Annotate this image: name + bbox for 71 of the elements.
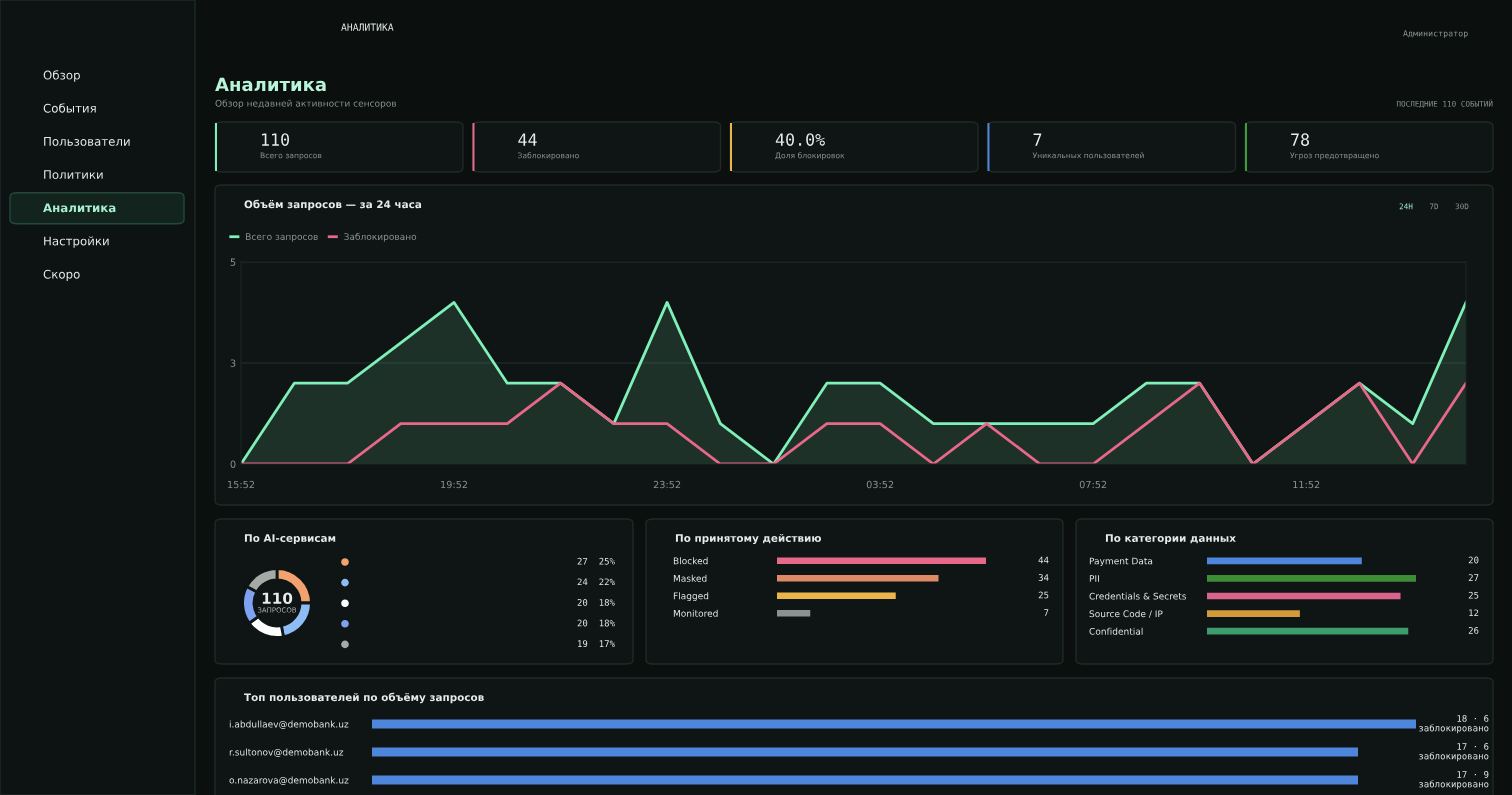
chart-title: По принятому действию	[675, 533, 822, 545]
data-label: 17 · 6 заблокировано	[1419, 743, 1489, 762]
data-label: 34	[1038, 574, 1049, 581]
data-label: 25	[1468, 591, 1479, 599]
data-label: 44	[1038, 556, 1049, 564]
text: 110	[262, 592, 293, 604]
bar	[777, 609, 811, 617]
text: 19 17%	[578, 640, 615, 648]
bar	[1207, 627, 1409, 635]
chart-title: Объём запросов — за 24 часа	[244, 199, 422, 211]
y-tick-label: Masked	[673, 574, 707, 582]
y-tick-label: Flagged	[673, 592, 709, 602]
data-label: 26	[1468, 627, 1479, 634]
data-label: 27	[1468, 574, 1479, 581]
text: Обзор недавней активности сенсоров	[215, 99, 397, 109]
text: Обзор	[43, 70, 80, 82]
legend-label: Всего запросов	[246, 233, 318, 242]
x-tick-label: 03:52	[866, 480, 894, 489]
data-label: 18 · 6 заблокировано	[1419, 715, 1489, 734]
text: АНАЛИТИКА	[341, 23, 394, 31]
y-tick-label: 0	[230, 460, 236, 468]
text: 20 18%	[577, 599, 615, 606]
text: 20 18%	[577, 619, 615, 627]
text: Политики	[44, 170, 103, 180]
bar	[1207, 557, 1362, 565]
text: 27 25%	[577, 557, 615, 565]
text: События	[43, 103, 96, 113]
text: Администратор	[1403, 30, 1468, 39]
bar	[1207, 575, 1416, 582]
y-tick-label: Source Code / IP	[1089, 610, 1163, 618]
text: 24 22%	[577, 578, 615, 586]
text: 7	[1033, 133, 1042, 146]
chart-title: Топ пользователей по объёму запросов	[244, 692, 484, 704]
x-tick-label: 11:52	[1293, 480, 1320, 489]
text: Пользователи	[44, 137, 130, 146]
bar	[777, 574, 939, 582]
y-tick-label: i.abdullaev@demobank.uz	[229, 720, 349, 729]
y-tick-label: 5	[230, 258, 236, 266]
bar	[1207, 592, 1401, 600]
x-tick-label: 23:52	[653, 480, 681, 489]
data-label: 20	[1468, 556, 1479, 564]
x-tick-label: 19:52	[441, 480, 468, 489]
bar	[777, 592, 896, 600]
y-tick-label: o.nazarova@demobank.uz	[229, 776, 349, 785]
text: 44	[518, 133, 537, 146]
text: Скоро	[43, 269, 80, 281]
y-tick-label: r.sultonov@demobank.uz	[229, 748, 344, 757]
y-tick-label: 3	[230, 359, 236, 367]
x-tick-label: 15:52	[228, 480, 255, 489]
y-tick-label: PII	[1089, 575, 1099, 582]
legend-label: Заблокировано	[344, 232, 417, 242]
text: Настройки	[44, 236, 109, 248]
chart-title: По категории данных	[1105, 534, 1236, 545]
text: 40.0%	[775, 133, 825, 146]
text: 110	[262, 133, 290, 146]
bar	[777, 557, 986, 565]
data-label: 25	[1038, 591, 1049, 599]
y-tick-label: Blocked	[673, 557, 708, 565]
text: 78	[1291, 133, 1309, 146]
x-tick-label: 07:52	[1079, 480, 1107, 489]
y-tick-label: Credentials & Secrets	[1089, 592, 1187, 600]
text: Аналитика	[43, 203, 116, 213]
text: Аналитика	[215, 77, 326, 92]
data-label: 7	[1044, 609, 1049, 616]
y-tick-label: Confidential	[1089, 627, 1143, 635]
y-tick-label: Monitored	[673, 609, 718, 617]
y-tick-label: Payment Data	[1089, 557, 1153, 567]
data-label: 12	[1469, 609, 1479, 617]
bar	[1207, 610, 1300, 617]
data-label: 17 · 9 заблокировано	[1419, 771, 1489, 790]
chart-title: По AI-сервисам	[244, 534, 336, 545]
